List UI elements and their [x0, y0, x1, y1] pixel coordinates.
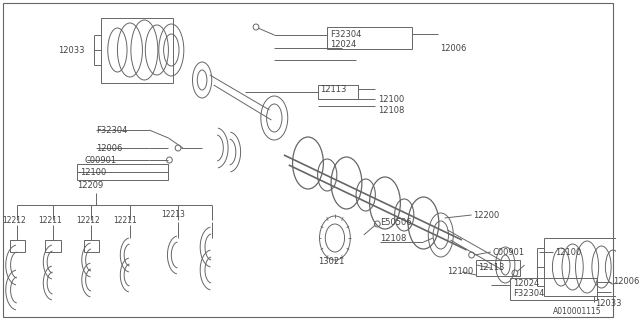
Text: C00901: C00901	[84, 156, 117, 164]
Bar	[476, 260, 520, 276]
Text: 12213: 12213	[162, 210, 186, 219]
Bar	[84, 240, 99, 252]
Bar	[544, 238, 619, 296]
Bar	[101, 18, 173, 83]
Bar	[327, 27, 412, 49]
Text: 12209: 12209	[77, 180, 103, 189]
Text: 12113: 12113	[321, 84, 347, 93]
Text: 12212: 12212	[2, 215, 26, 225]
Text: 12006: 12006	[96, 143, 123, 153]
Text: 12211: 12211	[38, 215, 62, 225]
Text: 13021: 13021	[317, 258, 344, 267]
Text: F32304: F32304	[330, 29, 362, 38]
Text: 12033: 12033	[595, 300, 621, 308]
Text: 12100: 12100	[556, 247, 582, 257]
Text: 12033: 12033	[58, 45, 84, 54]
Text: 12100: 12100	[80, 167, 106, 177]
Text: 12200: 12200	[474, 211, 500, 220]
Text: C00901: C00901	[493, 247, 525, 257]
Bar	[77, 164, 168, 180]
Text: 12100: 12100	[378, 94, 404, 103]
Text: 12006: 12006	[440, 44, 466, 52]
Text: 12024: 12024	[330, 39, 356, 49]
Text: 12024: 12024	[513, 279, 540, 289]
Text: 12100: 12100	[447, 268, 474, 276]
Bar	[10, 240, 25, 252]
Text: 12108: 12108	[380, 234, 406, 243]
Text: 12108: 12108	[378, 106, 404, 115]
Text: 12006: 12006	[613, 277, 639, 286]
Text: F32304: F32304	[513, 290, 545, 299]
Text: F32304: F32304	[96, 125, 127, 134]
Bar	[45, 240, 61, 252]
Text: E50506: E50506	[380, 218, 412, 227]
Bar	[510, 278, 596, 300]
Text: 12211: 12211	[113, 215, 138, 225]
Text: 12113: 12113	[478, 263, 505, 273]
Text: A010001115: A010001115	[553, 308, 602, 316]
Text: 12212: 12212	[76, 215, 100, 225]
Bar	[317, 85, 358, 99]
